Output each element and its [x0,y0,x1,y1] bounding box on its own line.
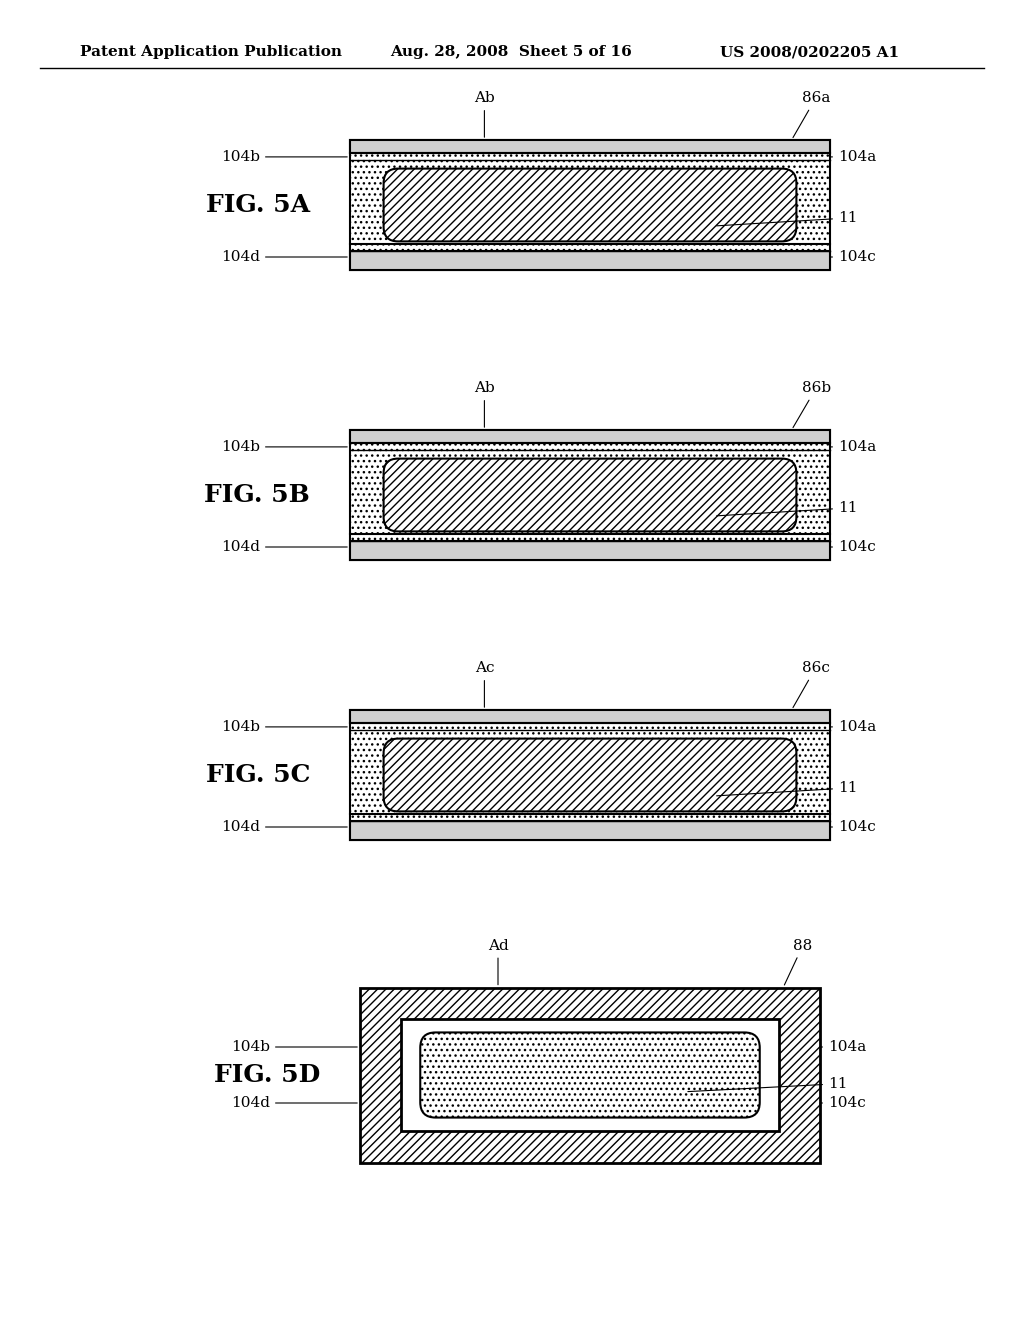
Text: 104b: 104b [221,150,347,164]
Text: 11: 11 [717,781,857,796]
Text: Ad: Ad [487,939,508,985]
Bar [350,430,830,444]
Text: Ac: Ac [475,661,495,708]
Text: 86a: 86a [793,91,830,137]
Text: 104c: 104c [830,540,876,554]
Text: Patent Application Publication: Patent Application Publication [80,45,342,59]
Bar [350,140,830,271]
Text: 11: 11 [717,502,857,516]
Text: 11: 11 [717,211,857,226]
Text: FIG. 5C: FIG. 5C [206,763,310,787]
Text: US 2008/0202205 A1: US 2008/0202205 A1 [720,45,899,59]
Text: FIG. 5D: FIG. 5D [214,1063,319,1086]
Bar [350,821,830,840]
Text: 104d: 104d [221,249,347,264]
Text: Ab: Ab [474,91,495,137]
Text: 104b: 104b [231,1040,357,1053]
FancyBboxPatch shape [384,739,797,812]
Bar [350,140,830,153]
Text: 86b: 86b [793,381,830,428]
Bar [360,987,820,1163]
Text: 104d: 104d [231,1096,357,1110]
Bar [350,710,830,840]
Text: 104a: 104a [830,440,877,454]
Text: 104d: 104d [221,540,347,554]
Text: 104a: 104a [820,1040,866,1053]
Bar [350,251,830,271]
Text: 104a: 104a [830,150,877,164]
Text: 104b: 104b [221,719,347,734]
Text: Ab: Ab [474,381,495,428]
Bar [350,430,830,560]
Text: FIG. 5A: FIG. 5A [206,193,310,216]
Text: 104c: 104c [830,249,876,264]
Text: 104c: 104c [820,1096,865,1110]
Text: 86c: 86c [793,661,829,708]
Text: 104d: 104d [221,820,347,834]
Text: 104a: 104a [830,719,877,734]
Text: 88: 88 [784,939,812,985]
Text: 104b: 104b [221,440,347,454]
Bar [350,710,830,723]
FancyBboxPatch shape [420,1032,760,1118]
Text: Aug. 28, 2008  Sheet 5 of 16: Aug. 28, 2008 Sheet 5 of 16 [390,45,632,59]
FancyBboxPatch shape [384,169,797,242]
FancyBboxPatch shape [384,458,797,532]
Text: 11: 11 [688,1077,848,1092]
Text: FIG. 5B: FIG. 5B [204,483,310,507]
Text: 104c: 104c [830,820,876,834]
Bar [401,1019,778,1131]
Bar [350,540,830,560]
